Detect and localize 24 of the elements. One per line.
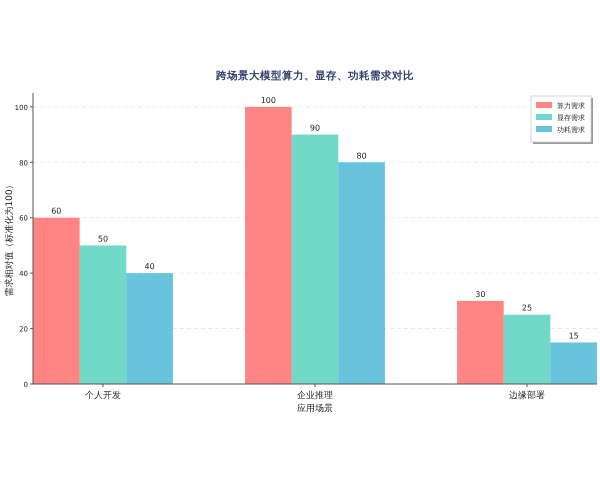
x-tick-label: 企业推理 [297, 390, 333, 401]
y-axis-title: 需求相对值（标准化为100） [4, 180, 15, 297]
data-label: 30 [475, 290, 486, 299]
x-tick-label: 边缘部署 [509, 390, 546, 401]
bar [292, 134, 338, 384]
bar [550, 342, 597, 384]
bar [504, 314, 550, 384]
data-label: 15 [568, 331, 579, 340]
bar [33, 218, 80, 384]
bar [457, 300, 504, 384]
bar [80, 245, 126, 384]
data-label: 40 [144, 262, 155, 272]
data-label: 80 [356, 151, 367, 160]
bar [338, 162, 385, 384]
data-label: 60 [51, 206, 62, 216]
data-label: 25 [522, 304, 532, 313]
x-axis-title: 应用场景 [297, 403, 333, 414]
data-label: 100 [260, 96, 276, 105]
bar [126, 273, 173, 384]
data-label: 90 [310, 124, 320, 133]
x-tick-label: 个人开发 [84, 390, 121, 401]
bar [245, 106, 292, 384]
data-label: 50 [98, 234, 108, 244]
chart-title: 跨场景大模型算力、显存、功耗需求对比 [215, 69, 414, 82]
